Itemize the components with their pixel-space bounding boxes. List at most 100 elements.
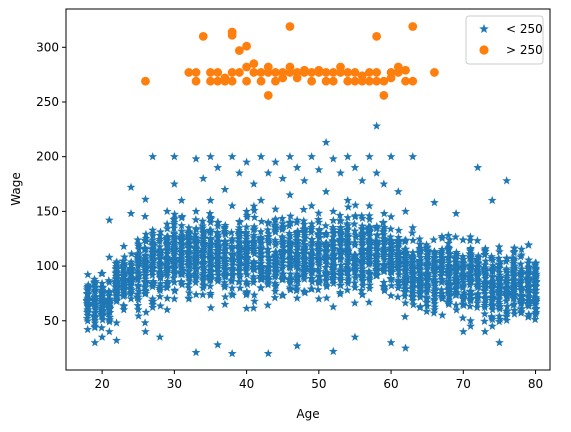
x-tick-label: 80 (528, 377, 543, 391)
data-point-star (408, 282, 418, 291)
data-point-star (400, 312, 410, 321)
data-point-star (350, 283, 360, 292)
data-point-star (429, 235, 439, 244)
data-point-star (148, 302, 158, 312)
data-point-star (256, 245, 266, 254)
data-point-star (104, 305, 114, 314)
data-point-star (494, 253, 504, 263)
data-point-star (336, 265, 346, 274)
data-point-star (437, 310, 447, 319)
data-point-star (285, 248, 295, 258)
data-point-star (364, 258, 374, 267)
data-point-star (342, 263, 352, 272)
data-point-star (112, 277, 122, 286)
data-point-star (198, 247, 208, 257)
data-point-star (198, 216, 208, 225)
data-point-star (495, 273, 505, 283)
data-point-star (170, 214, 180, 223)
data-point-star (300, 228, 309, 237)
data-point-star (408, 235, 418, 245)
data-point-star (315, 271, 324, 281)
data-point-star (459, 288, 469, 297)
data-point-star (111, 287, 121, 296)
data-point-star (322, 247, 331, 256)
data-point-star (335, 237, 345, 246)
data-point-star (170, 209, 179, 219)
data-point-circle (307, 68, 317, 77)
data-point-star (133, 274, 143, 283)
data-point-star (436, 270, 446, 280)
data-point-star (141, 233, 151, 243)
data-point-star (141, 277, 150, 287)
data-point-star (314, 266, 324, 276)
data-point-star (191, 249, 201, 258)
data-point-circle (278, 68, 288, 77)
data-point-star (271, 214, 280, 223)
data-point-star (488, 266, 498, 275)
data-point-star (380, 247, 389, 257)
data-point-star (437, 288, 447, 298)
data-point-star (415, 274, 425, 284)
data-point-star (242, 256, 251, 265)
data-point-star (458, 290, 468, 299)
data-point-star (91, 312, 100, 321)
data-point-circle (271, 68, 280, 77)
data-point-star (97, 323, 106, 332)
y-axis: 50 100 150 200 250 300 (36, 40, 66, 328)
data-point-star (97, 285, 107, 294)
data-point-star (321, 221, 331, 230)
data-point-star (156, 301, 165, 310)
data-point-star (415, 234, 425, 243)
data-point-circle (299, 68, 309, 77)
data-point-star (170, 286, 180, 295)
data-point-star (119, 261, 129, 270)
data-point-star (516, 304, 526, 313)
data-point-star (443, 271, 453, 281)
data-point-star (162, 219, 172, 228)
data-point-star (134, 311, 143, 320)
data-point-star (372, 266, 381, 276)
data-point-star (83, 282, 93, 291)
data-point-star (292, 253, 301, 262)
data-point-star (263, 263, 273, 272)
data-point-star (488, 287, 498, 296)
data-point-star (466, 265, 476, 274)
data-point-star (336, 216, 346, 225)
data-point-star (97, 310, 107, 320)
data-point-star (400, 236, 410, 245)
data-point-star (257, 264, 267, 273)
data-point-star (300, 274, 309, 283)
data-point-star (191, 256, 201, 265)
data-point-star (220, 299, 230, 309)
data-point-star (444, 230, 453, 240)
data-point-star (407, 292, 417, 302)
data-point-star (314, 230, 324, 239)
data-point-circle (430, 68, 439, 77)
data-point-circle (220, 73, 230, 83)
data-point-star (83, 270, 93, 279)
data-point-star (335, 289, 345, 298)
data-point-circle (350, 76, 360, 86)
data-point-star (516, 276, 525, 286)
data-point-star (91, 292, 100, 301)
y-tick-label: 250 (36, 95, 59, 109)
data-point-star (249, 230, 259, 240)
data-point-star (314, 165, 324, 174)
data-point-star (437, 275, 447, 284)
data-point-star (250, 296, 259, 306)
data-point-star (118, 270, 128, 280)
data-point-star (83, 310, 93, 320)
data-point-star (263, 168, 273, 177)
data-point-star (191, 278, 201, 287)
data-point-star (184, 294, 194, 303)
data-point-star (126, 182, 136, 192)
data-point-circle (263, 68, 273, 77)
data-point-circle (256, 76, 266, 86)
data-point-star (234, 261, 244, 270)
data-point-star (501, 296, 511, 305)
data-point-star (502, 288, 512, 298)
data-point-star (250, 212, 259, 222)
data-point-star (119, 267, 129, 276)
data-point-star (227, 152, 237, 161)
data-point-star (227, 348, 237, 358)
